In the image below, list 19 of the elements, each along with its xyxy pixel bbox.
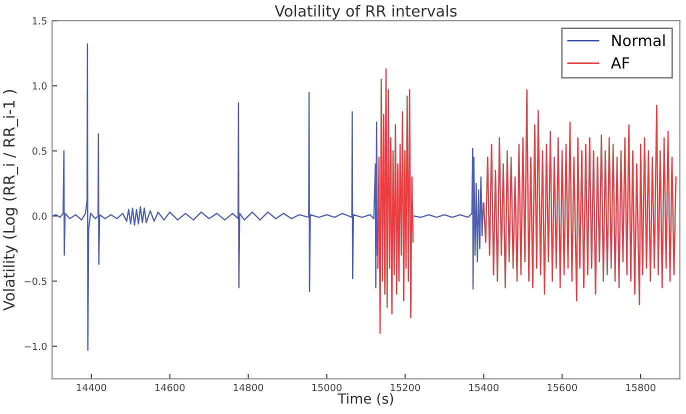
legend-label: AF — [610, 57, 630, 68]
x-tick-label: 15600 — [548, 384, 577, 392]
y-tick-label: −1.0 — [24, 342, 47, 350]
x-tick-label: 15200 — [390, 384, 420, 392]
y-tick-label: 1.5 — [32, 17, 46, 25]
x-tick-label: 14800 — [234, 384, 264, 392]
legend-label: Normal — [612, 34, 665, 46]
y-tick-label: 0.5 — [32, 147, 46, 155]
x-axis-title: Time (s) — [338, 393, 394, 406]
chart-title: Volatility of RR intervals — [274, 4, 457, 20]
x-tick-label: 15400 — [469, 384, 498, 392]
y-tick-label: 0.0 — [32, 212, 47, 220]
y-tick-label: −0.5 — [24, 278, 46, 285]
x-tick-label: 15800 — [626, 384, 656, 392]
y-axis-title: Volatility (Log (RR_i / RR_i-1 ) — [2, 90, 18, 311]
x-tick-label: 15000 — [312, 384, 342, 392]
x-tick-label: 14400 — [76, 384, 106, 392]
x-tick-label: 14600 — [155, 384, 185, 392]
y-tick-label: 1.0 — [32, 82, 47, 90]
